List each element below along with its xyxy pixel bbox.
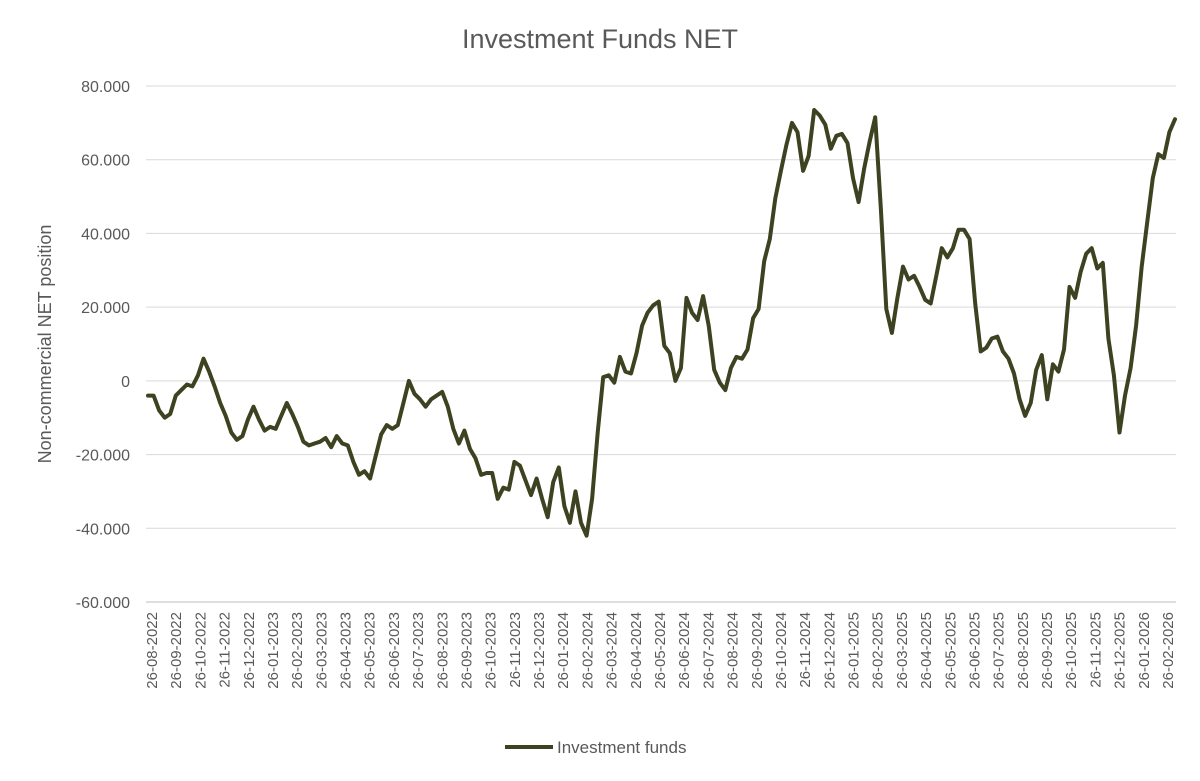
x-tick-label: 26-06-2024 xyxy=(676,612,693,689)
chart-title: Investment Funds NET xyxy=(462,24,738,54)
x-tick-label: 26-11-2024 xyxy=(797,612,814,688)
x-tick-label: 26-02-2023 xyxy=(289,612,306,689)
x-tick-label: 26-04-2024 xyxy=(628,612,645,689)
x-tick-label: 26-10-2022 xyxy=(192,612,209,689)
x-tick-label: 26-01-2023 xyxy=(265,612,282,689)
x-tick-label: 26-05-2025 xyxy=(942,612,959,689)
x-tick-label: 26-12-2023 xyxy=(531,612,548,689)
x-tick-label: 26-11-2025 xyxy=(1087,612,1104,688)
series-layer xyxy=(146,108,1177,538)
x-tick-label: 26-04-2023 xyxy=(338,612,355,689)
y-tick-label: 60.000 xyxy=(81,153,130,170)
x-tick-label: 26-03-2023 xyxy=(313,612,330,689)
x-tick-label: 26-07-2023 xyxy=(410,612,427,689)
x-tick-label: 26-03-2025 xyxy=(894,612,911,689)
x-tick-label: 26-08-2022 xyxy=(144,612,161,689)
x-tick-label: 26-09-2023 xyxy=(459,612,476,689)
x-tick-label: 26-07-2025 xyxy=(991,612,1008,689)
x-tick-label: 26-02-2026 xyxy=(1160,612,1177,689)
x-tick-label: 26-08-2025 xyxy=(1015,612,1032,689)
x-tick-label: 26-10-2024 xyxy=(773,612,790,689)
x-tick-label: 26-07-2024 xyxy=(700,612,717,689)
y-tick-label: -40.000 xyxy=(76,521,130,538)
x-tick-label: 26-02-2024 xyxy=(579,612,596,689)
x-tick-label: 26-08-2024 xyxy=(725,612,742,689)
x-tick-label: 26-09-2022 xyxy=(168,612,185,689)
x-tick-label: 26-12-2024 xyxy=(821,612,838,689)
legend-label-investment-funds: Investment funds xyxy=(557,738,686,757)
x-tick-label: 26-11-2022 xyxy=(217,612,234,688)
x-tick-label: 26-09-2024 xyxy=(749,612,766,689)
y-axis-ticks: 80.000 60.000 40.000 20.000 0 -20.000 -40.000 -… xyxy=(76,79,130,612)
gridlines xyxy=(146,85,1176,603)
x-tick-label: 26-11-2023 xyxy=(507,612,524,688)
x-tick-label: 26-01-2026 xyxy=(1136,612,1153,689)
y-tick-label: 20.000 xyxy=(81,300,130,317)
x-tick-label: 26-10-2023 xyxy=(483,612,500,689)
y-tick-label: -20.000 xyxy=(76,448,130,465)
legend[interactable]: Investment funds xyxy=(505,738,686,757)
y-tick-label: 40.000 xyxy=(81,226,130,243)
x-tick-label: 26-12-2022 xyxy=(241,612,258,689)
x-tick-label: 26-09-2025 xyxy=(1039,612,1056,689)
x-axis-ticks: 26-08-2022 26-09-2022 26-10-2022 26-11-2022… xyxy=(144,612,1177,689)
x-tick-label: 26-03-2024 xyxy=(604,612,621,689)
x-tick-label: 26-06-2025 xyxy=(967,612,984,689)
x-tick-label: 26-10-2025 xyxy=(1063,612,1080,689)
x-tick-label: 26-04-2025 xyxy=(918,612,935,689)
x-tick-label: 26-01-2024 xyxy=(555,612,572,689)
x-tick-label: 26-01-2025 xyxy=(846,612,863,689)
y-tick-label: -60.000 xyxy=(76,595,130,612)
series-line-investment-funds[interactable] xyxy=(146,108,1177,538)
x-tick-label: 26-05-2024 xyxy=(652,612,669,689)
y-tick-label: 80.000 xyxy=(81,79,130,96)
x-tick-label: 26-12-2025 xyxy=(1112,612,1129,689)
x-tick-label: 26-05-2023 xyxy=(362,612,379,689)
x-tick-label: 26-02-2025 xyxy=(870,612,887,689)
x-tick-label: 26-06-2023 xyxy=(386,612,403,689)
y-tick-label: 0 xyxy=(121,374,130,391)
y-axis-label: Non-commercial NET position xyxy=(35,225,55,464)
x-tick-label: 26-08-2023 xyxy=(434,612,451,689)
